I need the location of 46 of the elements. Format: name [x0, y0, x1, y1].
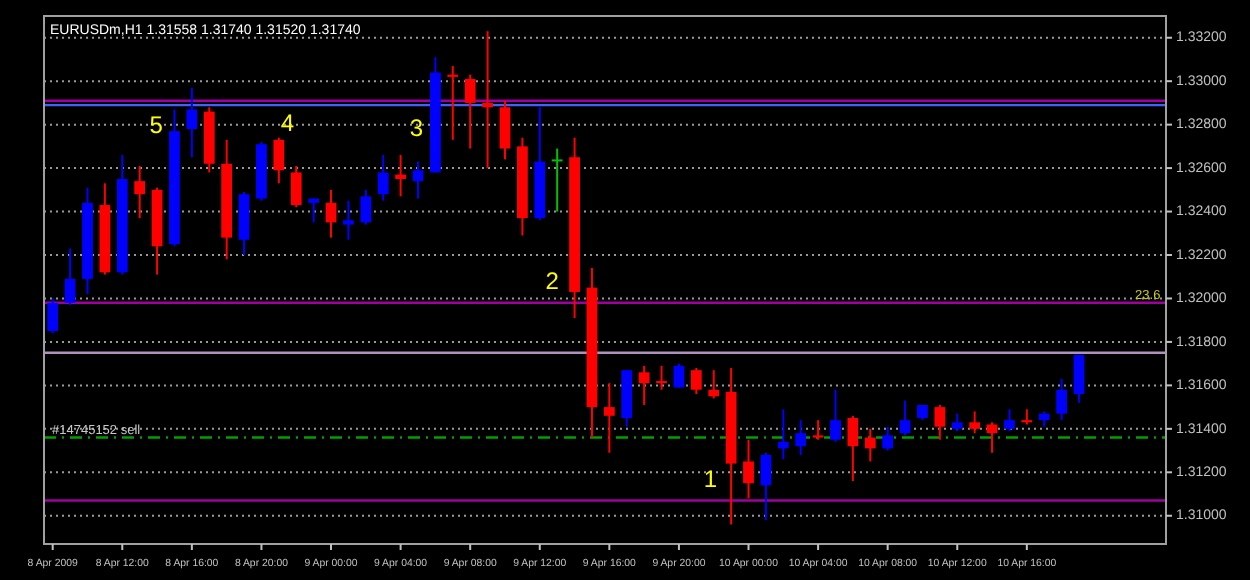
candlestick	[499, 99, 511, 161]
annotation: 2	[545, 266, 560, 295]
candlestick	[238, 191, 250, 257]
candlestick	[830, 388, 841, 443]
candlestick	[795, 419, 807, 456]
candlestick	[603, 382, 615, 454]
candlestick	[273, 136, 285, 185]
candlestick	[1004, 408, 1015, 433]
candlestick	[290, 164, 302, 209]
candlestick	[412, 160, 424, 200]
candlestick	[638, 364, 650, 406]
candlestick	[847, 414, 859, 482]
annotation: 1	[703, 464, 718, 493]
candlestick	[743, 438, 754, 500]
candlestick	[690, 367, 702, 396]
candlestick	[899, 399, 911, 437]
candlestick	[360, 188, 372, 226]
candlestick	[777, 408, 789, 461]
candlestick	[1073, 353, 1085, 404]
annotation: 3	[409, 113, 424, 142]
candlestick	[864, 427, 876, 463]
candlestick	[325, 188, 337, 239]
candlestick	[673, 362, 685, 389]
candlestick	[882, 425, 894, 452]
annotation: 5	[149, 111, 164, 140]
candlestick	[656, 364, 667, 391]
candlestick	[395, 154, 406, 198]
candlestick	[708, 369, 720, 400]
candlestick	[1056, 377, 1068, 422]
candlestick	[551, 147, 563, 213]
annotation: 4	[280, 108, 295, 137]
candlestick	[64, 247, 76, 306]
candlestick	[969, 410, 981, 435]
candlestick	[47, 297, 59, 335]
candlestick	[812, 419, 824, 441]
candlestick	[186, 86, 198, 159]
candlestick	[482, 30, 493, 170]
candlestick	[134, 164, 146, 220]
candlestick	[934, 403, 946, 441]
candlestick	[343, 199, 354, 241]
candlestick	[986, 421, 998, 454]
candlestick	[447, 64, 459, 141]
candlestick	[621, 369, 633, 428]
candlestick	[464, 73, 476, 150]
candlestick	[760, 451, 772, 522]
candlestick	[377, 154, 389, 202]
